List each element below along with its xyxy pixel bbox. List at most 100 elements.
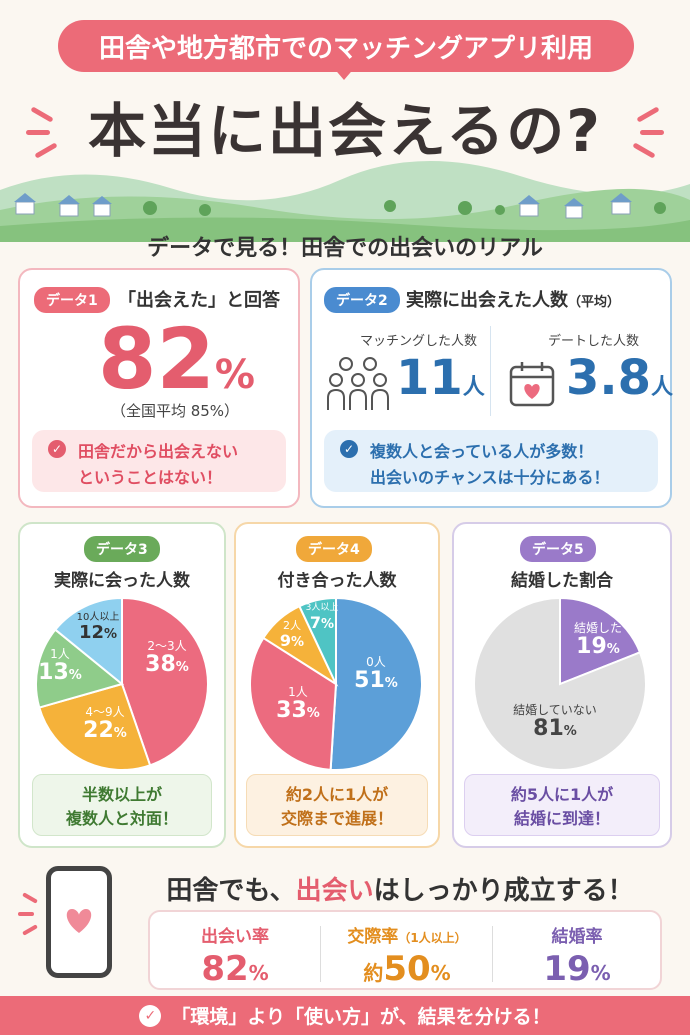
pie-slice-2-1 xyxy=(473,596,647,771)
matched-value-unit: 人 xyxy=(462,375,485,400)
rate-dating-value: 50 xyxy=(383,949,431,989)
pie2-label-1: 1人 33% xyxy=(268,685,328,724)
stat-divider xyxy=(490,326,491,416)
check-icon: ✓ xyxy=(340,440,358,458)
rate-dating-note: （1人以上） xyxy=(398,931,467,945)
rate-marriage-unit: % xyxy=(590,961,611,985)
rate-meet: 出会い率 82% xyxy=(150,922,320,989)
data5-footer: 約5人に1人が 結婚に到達！ xyxy=(464,774,660,836)
data1-value: 82% xyxy=(98,310,255,408)
data3-footer-line2: 複数人と対面！ xyxy=(65,809,178,828)
data1-title: 「出会えた」と回答 xyxy=(118,290,280,311)
data4-footer: 約2人に1人が 交際まで進展！ xyxy=(246,774,428,836)
data4-badge: データ4 xyxy=(296,536,372,562)
pie2-label-0: 0人 51% xyxy=(346,655,406,694)
rate-meet-unit: % xyxy=(248,961,269,985)
data2-callout-line1: 複数人と会っている人が多数！ xyxy=(370,442,594,461)
rate-meet-label: 出会い率 xyxy=(201,927,269,947)
data2-title-note: （平均） xyxy=(568,295,621,310)
calendar-heart-icon xyxy=(509,362,555,407)
pie3-val-0: 19 xyxy=(576,634,607,660)
data2-callout-line2: 出会いのチャンスは十分にある！ xyxy=(370,468,610,487)
pie-slice-1-3 xyxy=(298,596,337,685)
header-kicker: 田舎や地方都市でのマッチングアプリ利用 xyxy=(98,33,593,64)
pie3-label-1: 結婚していない 81% xyxy=(500,703,610,742)
pie1-val-1: 22 xyxy=(83,718,114,744)
bottom-headline-mid: は xyxy=(373,876,400,906)
data5-badge: データ5 xyxy=(520,536,596,562)
pie1-label-1: 4〜9人 22% xyxy=(70,705,140,744)
matched-value-number: 11 xyxy=(396,350,463,406)
data2-badge: データ2 xyxy=(324,287,400,313)
data3-footer: 半数以上が 複数人と対面！ xyxy=(32,774,212,836)
check-icon: ✓ xyxy=(139,1004,162,1027)
dated-value-unit: 人 xyxy=(651,375,674,400)
rate-dating-label: 交際率 xyxy=(347,927,399,947)
bottom-banner-text: 「環境」より「使い方」が、結果を分ける！ xyxy=(171,1006,551,1028)
bottom-banner: ✓ 「環境」より「使い方」が、結果を分ける！ xyxy=(0,996,690,1035)
rate-dating-prefix: 約 xyxy=(363,961,384,985)
pie2-val-2: 9 xyxy=(279,631,292,651)
data1-callout-line1: 田舎だから出会えない xyxy=(78,442,239,461)
data5-footer-line1: 約5人に1人が xyxy=(510,785,614,804)
pie2-cat-1: 1人 xyxy=(288,685,308,699)
data1-badge: データ1 xyxy=(34,287,110,313)
pie2-cat-3: 3人以上 xyxy=(305,603,339,613)
pie1-label-2: 1人 13% xyxy=(30,647,90,686)
pie2-val-0: 51 xyxy=(354,668,385,694)
pie-slice-2-0 xyxy=(559,596,642,686)
pie-chart-met xyxy=(35,596,209,771)
page-title: 本当に出会えるの? xyxy=(88,97,602,165)
summary-rates: 出会い率 82% 交際率（1人以上） 約50% 結婚率 19% xyxy=(148,910,662,990)
pie2-cat-0: 0人 xyxy=(366,655,386,669)
pie1-val-2: 13 xyxy=(38,660,69,686)
pie3-cat-0: 結婚した xyxy=(573,621,622,635)
data2-title: 実際に出会えた人数（平均） xyxy=(406,286,620,312)
data3-badge: データ3 xyxy=(84,536,160,562)
data2-callout: ✓ 複数人と会っている人が多数！ 出会いのチャンスは十分にある！ xyxy=(324,430,658,492)
pie-slice-0-0 xyxy=(121,596,209,767)
bottom-headline: 田舎でも、出会いはしっかり成立する！ xyxy=(130,870,670,907)
data3-title: 実際に会った人数 xyxy=(54,571,190,591)
smartphone-heart-icon xyxy=(46,866,112,978)
pie1-label-3: 10人以上 12% xyxy=(66,612,130,643)
matched-label: マッチングした人数 xyxy=(360,334,478,349)
pie1-cat-1: 4〜9人 xyxy=(85,705,125,719)
header-kicker-pill: 田舎や地方都市でのマッチングアプリ利用 xyxy=(58,20,634,72)
pie-slice-1-0 xyxy=(329,596,423,771)
data1-value-number: 82 xyxy=(98,310,215,408)
data4-title: 付き合った人数 xyxy=(277,571,397,591)
pie3-cat-1: 結婚していない xyxy=(513,703,597,717)
matched-value: 11人 xyxy=(396,350,485,406)
group-people-icon xyxy=(327,357,389,410)
pie2-cat-2: 2人 xyxy=(283,619,301,632)
pie2-val-1: 33 xyxy=(276,698,307,724)
pie1-val-0: 38 xyxy=(145,652,176,678)
rate-meet-value: 82 xyxy=(201,949,249,989)
dated-value-number: 3.8 xyxy=(566,350,652,406)
rate-marriage-value: 19 xyxy=(543,949,591,989)
summary-divider xyxy=(492,926,493,982)
pie3-label-0: 結婚した 19% xyxy=(562,621,634,660)
bottom-headline-post: しっかり成立する！ xyxy=(399,876,634,906)
summary-divider xyxy=(320,926,321,982)
data5-footer-line2: 結婚に到達！ xyxy=(513,809,610,828)
data1-callout: ✓ 田舎だから出会えない ということはない！ xyxy=(32,430,286,492)
pie2-label-3: 3人以上 7% xyxy=(302,603,342,632)
data4-footer-line1: 約2人に1人が xyxy=(285,785,389,804)
pie-slice-0-1 xyxy=(38,682,152,771)
data4-footer-line2: 交際まで進展！ xyxy=(280,809,393,828)
rate-marriage-label: 結婚率 xyxy=(551,927,603,947)
pie-chart-married xyxy=(473,596,647,771)
data2-title-text: 実際に出会えた人数 xyxy=(406,290,568,311)
check-icon: ✓ xyxy=(48,440,66,458)
data5-title: 結婚した割合 xyxy=(511,571,613,591)
pie2-val-3: 7 xyxy=(309,612,322,632)
pie-slice-0-2 xyxy=(35,628,125,709)
rate-dating-unit: % xyxy=(430,961,451,985)
bottom-headline-pre: 田舎でも、 xyxy=(166,876,296,906)
pie1-cat-2: 1人 xyxy=(50,647,70,661)
pie1-cat-3: 10人以上 xyxy=(76,612,120,623)
rate-marriage: 結婚率 19% xyxy=(492,922,662,989)
pie3-val-1: 81 xyxy=(533,716,564,742)
